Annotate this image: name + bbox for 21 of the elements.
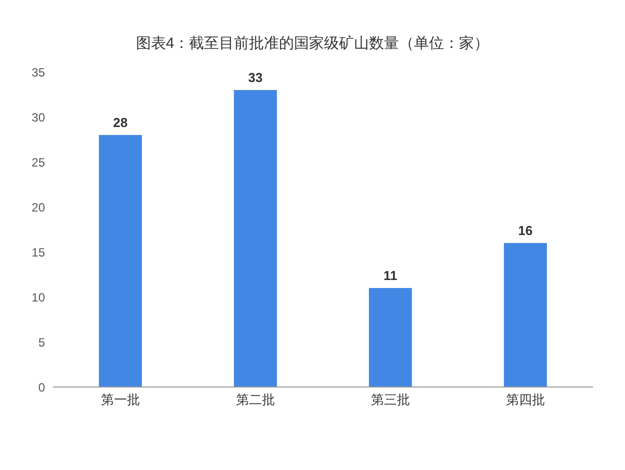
y-tick-label: 20 (32, 200, 46, 214)
bar (504, 243, 547, 387)
y-tick-label: 5 (38, 335, 46, 350)
y-tick-label: 15 (32, 245, 46, 260)
y-tick-label: 25 (32, 155, 46, 170)
x-tick-label: 第三批 (371, 392, 410, 408)
chart-title: 图表4：截至目前批准的国家级矿山数量（单位：家） (134, 34, 490, 52)
x-tick-label: 第一批 (101, 392, 140, 408)
bar (368, 288, 412, 387)
data-label: 16 (518, 223, 533, 238)
bar (98, 135, 142, 387)
x-tick-label: 第四批 (506, 392, 545, 408)
x-tick-label: 第二批 (236, 392, 275, 408)
bar (234, 90, 277, 387)
data-label: 11 (384, 268, 398, 283)
data-label: 28 (113, 115, 128, 130)
y-tick-label: 0 (38, 380, 46, 394)
y-tick-label: 10 (32, 290, 46, 304)
y-tick-label: 30 (32, 110, 46, 124)
data-label: 33 (248, 70, 263, 85)
y-tick-label: 35 (32, 65, 46, 80)
